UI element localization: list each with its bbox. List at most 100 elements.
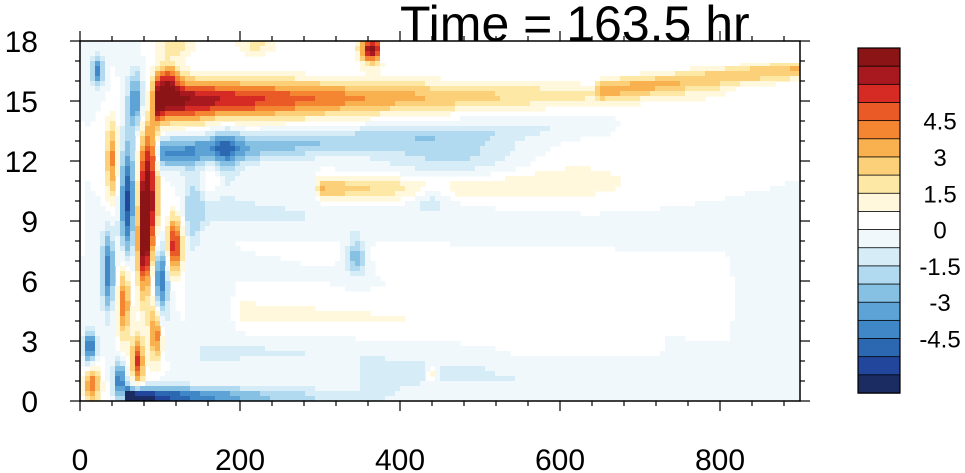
field-cell [185, 296, 231, 302]
field-cell [220, 161, 236, 167]
field-cell [585, 96, 596, 102]
field-cell [105, 161, 111, 167]
field-cell [350, 251, 361, 257]
field-cell [155, 56, 166, 62]
field-cell [100, 86, 111, 92]
field-cell [595, 81, 601, 87]
field-cell [155, 106, 166, 112]
field-cell [175, 191, 186, 197]
field-cell [735, 316, 800, 322]
field-cell [365, 251, 371, 257]
field-cell [175, 211, 181, 217]
field-cell [175, 61, 186, 67]
field-cell [160, 266, 166, 272]
field-cell [135, 291, 141, 297]
field-cell [150, 166, 156, 172]
field-cell [145, 381, 191, 387]
field-cell [135, 336, 141, 342]
field-cell [115, 156, 121, 162]
field-cell [230, 126, 246, 132]
colorbar [857, 47, 901, 394]
field-cell [230, 181, 316, 187]
field-cell [85, 396, 91, 401]
field-cell [155, 166, 161, 172]
field-cell [140, 306, 156, 312]
field-cell [130, 71, 136, 77]
field-cell [170, 136, 211, 142]
field-cell [665, 341, 800, 347]
field-cell [340, 246, 346, 252]
field-cell [725, 251, 800, 257]
field-cell [160, 271, 166, 277]
field-cell [120, 356, 126, 362]
field-cell [170, 121, 206, 127]
field-cell [100, 266, 106, 272]
field-cell [195, 76, 296, 82]
field-cell [110, 291, 116, 297]
field-cell [725, 196, 800, 202]
field-cell [85, 121, 91, 127]
field-cell [125, 231, 131, 237]
field-cell [155, 196, 161, 202]
field-cell [415, 196, 431, 202]
field-cell [125, 136, 136, 142]
field-cell [155, 201, 161, 207]
field-cell [135, 341, 141, 347]
field-cell [115, 256, 126, 262]
field-cell [140, 346, 146, 352]
field-cell [305, 351, 511, 357]
field-cell [155, 116, 161, 122]
field-cell [370, 156, 426, 162]
field-cell [255, 201, 321, 207]
field-cell [220, 141, 231, 147]
field-cell [250, 41, 266, 47]
field-cell [100, 56, 106, 62]
field-cell [170, 261, 181, 267]
field-cell [160, 341, 166, 347]
field-cell [115, 301, 121, 307]
field-cell [155, 391, 181, 397]
field-cell [150, 156, 156, 162]
field-cell [135, 261, 141, 267]
field-cell [165, 66, 176, 72]
field-cell [135, 71, 141, 77]
field-cell [100, 296, 106, 302]
field-cell [360, 246, 366, 252]
field-cell [425, 366, 431, 372]
field-cell [150, 81, 156, 87]
field-cell [135, 386, 141, 392]
field-cell [160, 286, 166, 292]
field-cell [150, 261, 156, 267]
field-cell [495, 161, 531, 167]
field-cell [135, 211, 141, 217]
field-cell [165, 341, 461, 347]
field-cell [320, 181, 346, 187]
field-cell [200, 231, 351, 237]
field-cell [350, 261, 356, 267]
field-cell [360, 386, 401, 392]
field-cell [95, 331, 116, 337]
field-cell [90, 361, 96, 367]
field-cell [105, 186, 111, 192]
field-cell [325, 186, 371, 192]
field-cell [405, 151, 481, 157]
field-cell [170, 251, 181, 257]
field-cell [125, 111, 131, 117]
field-cell [315, 156, 371, 162]
field-cell [110, 146, 116, 152]
field-cell [155, 126, 161, 132]
field-cell [215, 151, 221, 157]
field-cell [130, 386, 136, 392]
field-cell [155, 266, 161, 272]
field-cell [105, 151, 111, 157]
field-cell [175, 76, 181, 82]
field-cell [160, 306, 166, 312]
field-cell [435, 371, 441, 377]
field-cell [265, 96, 316, 102]
field-cell [160, 61, 176, 67]
field-cell [735, 281, 800, 287]
field-cell [90, 376, 96, 382]
field-cell [690, 66, 726, 72]
field-cell [145, 96, 151, 102]
field-cell [85, 241, 101, 247]
